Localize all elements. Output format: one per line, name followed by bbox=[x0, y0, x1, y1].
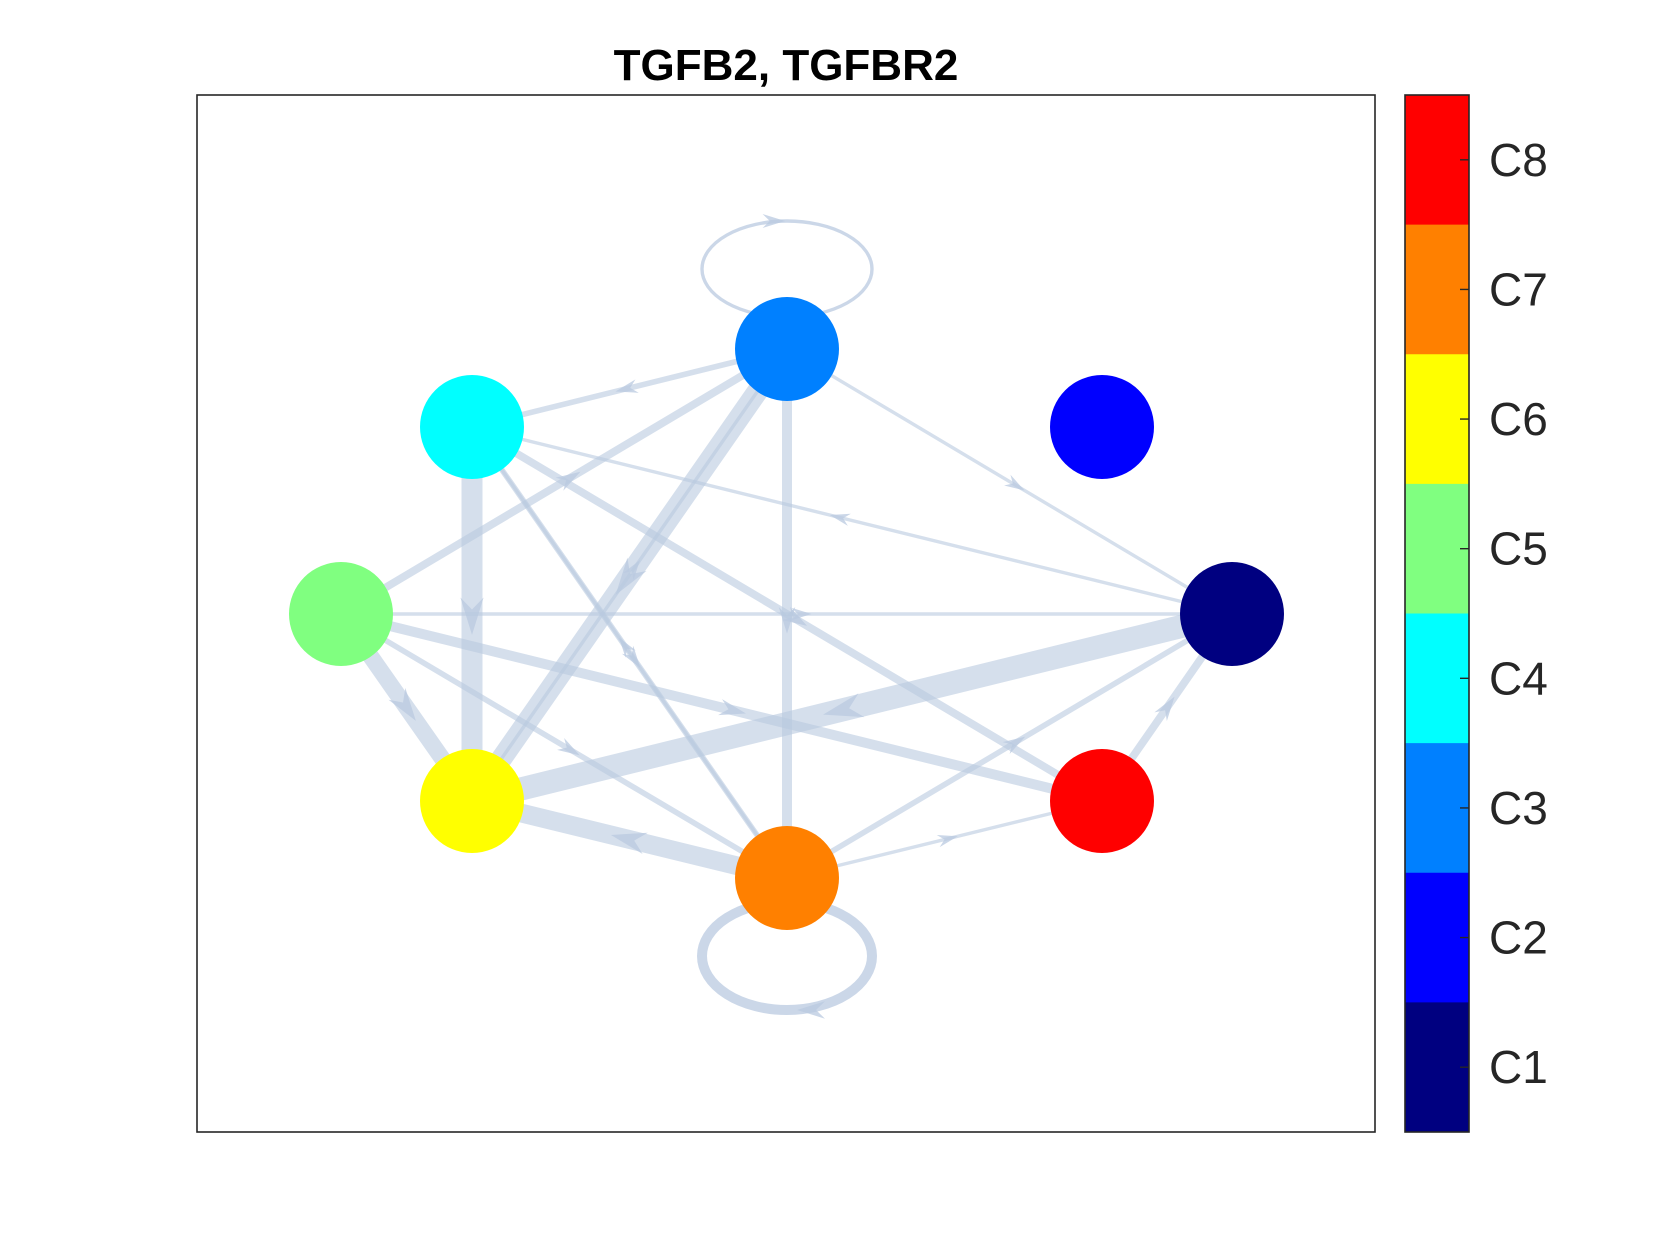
node-c8 bbox=[1050, 749, 1154, 853]
edge-c1-to-c6 bbox=[460, 602, 1244, 813]
edge-c5-to-c1-arrow bbox=[791, 607, 812, 621]
node-c7 bbox=[735, 826, 839, 930]
edge-c3-to-c1-arrow bbox=[1004, 474, 1025, 491]
edge-c3-to-c3-arrow bbox=[762, 214, 786, 228]
colorbar-swatch-c2 bbox=[1405, 872, 1469, 1003]
edge-c7-to-c8-arrow bbox=[936, 834, 958, 848]
edge-c8-to-c1-arrow bbox=[1154, 696, 1175, 722]
node-c3 bbox=[735, 297, 839, 401]
edge-c5-to-c3-arrow bbox=[555, 471, 581, 491]
colorbar-label-c5: C5 bbox=[1489, 523, 1548, 575]
edge-c3-to-c1 bbox=[785, 347, 1234, 616]
edge-c6-to-c3 bbox=[470, 347, 789, 803]
edge-c4-to-c8-arrow bbox=[782, 606, 808, 626]
colorbar-swatch-c4 bbox=[1405, 613, 1469, 744]
colorbar: C8 C7 C6 C5 C4 C3 C2 C1 bbox=[1404, 94, 1548, 1133]
edge-c5-to-c8-arrow bbox=[718, 699, 746, 716]
colorbar-swatch-c3 bbox=[1405, 743, 1469, 874]
figure-title: TGFB2, TGFBR2 bbox=[614, 41, 959, 90]
colorbar-label-c3: C3 bbox=[1489, 782, 1548, 834]
colorbar-swatch-c5 bbox=[1405, 483, 1469, 614]
node-c5 bbox=[289, 562, 393, 666]
edge-c5-to-c6-arrow bbox=[388, 687, 416, 721]
edge-c7-to-c4 bbox=[470, 425, 789, 880]
edge-c4-to-c6-arrow bbox=[460, 597, 484, 635]
colorbar-swatch-c1 bbox=[1405, 1002, 1469, 1133]
edge-c1-to-c6-arrow bbox=[823, 693, 865, 718]
colorbar-label-c7: C7 bbox=[1489, 263, 1548, 315]
edge-c7-to-c1-arrow bbox=[1002, 736, 1026, 754]
colorbar-label-c1: C1 bbox=[1489, 1041, 1548, 1093]
edge-c3-to-c4-arrow bbox=[615, 379, 639, 393]
edge-c6-to-c3-arrow bbox=[623, 560, 640, 581]
edge-c1-to-c4 bbox=[470, 425, 1234, 616]
node-c2 bbox=[1050, 375, 1154, 479]
node-c4 bbox=[420, 375, 524, 479]
edge-c1-to-c4-arrow bbox=[829, 513, 851, 526]
colorbar-frame bbox=[1404, 94, 1470, 1133]
edge-c5-to-c7 bbox=[338, 611, 790, 881]
nodes-layer bbox=[289, 297, 1284, 930]
colorbar-swatch-c8 bbox=[1405, 95, 1469, 226]
edge-c7-to-c4-arrow bbox=[619, 637, 636, 658]
edge-c7-to-c6-arrow bbox=[610, 832, 648, 854]
colorbar-label-c8: C8 bbox=[1489, 134, 1548, 186]
edge-c5-to-c3 bbox=[337, 345, 791, 618]
node-c6 bbox=[420, 749, 524, 853]
edge-c5-to-c8 bbox=[336, 609, 1107, 806]
colorbar-swatch-c7 bbox=[1405, 224, 1469, 355]
colorbar-label-c2: C2 bbox=[1489, 912, 1548, 964]
node-c1 bbox=[1180, 562, 1284, 666]
edge-c7-to-c7-arrow bbox=[797, 1001, 826, 1019]
colorbar-swatch-c6 bbox=[1405, 354, 1469, 485]
edge-c7-to-c8 bbox=[785, 799, 1104, 880]
edge-c7-to-c1 bbox=[784, 611, 1235, 881]
colorbar-label-c4: C4 bbox=[1489, 652, 1548, 704]
edge-c5-to-c7-arrow bbox=[557, 738, 580, 756]
colorbar-label-c6: C6 bbox=[1489, 393, 1548, 445]
